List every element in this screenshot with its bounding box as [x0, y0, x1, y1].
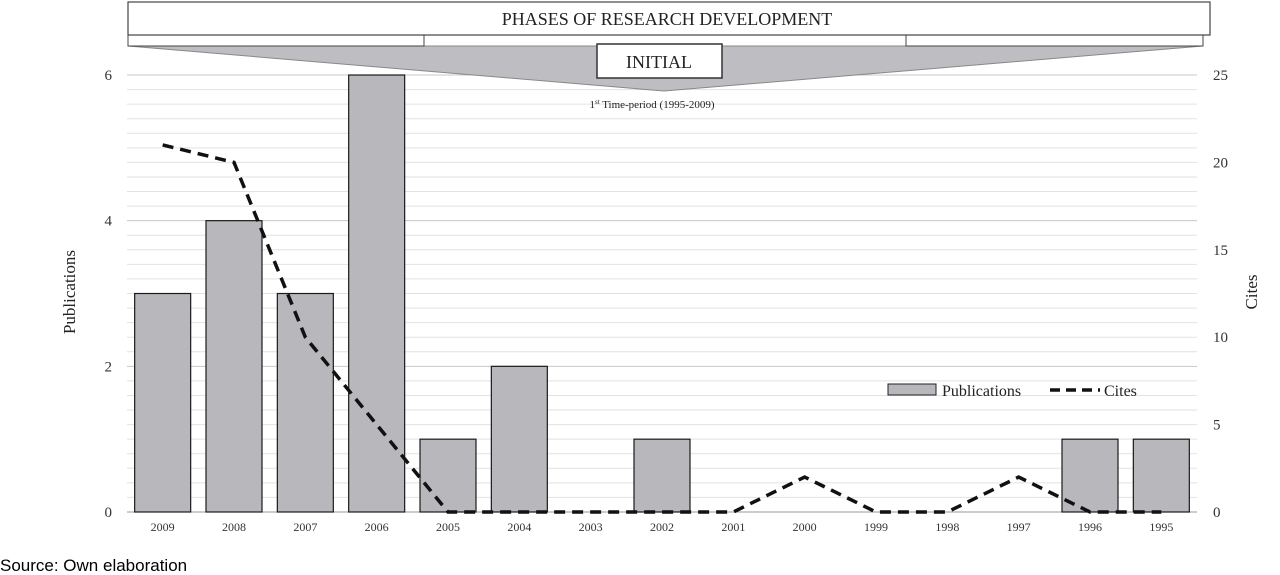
y2-tick-label: 5: [1213, 418, 1221, 434]
bar-2009: [134, 292, 192, 513]
y2-axis-title: Cites: [1242, 275, 1261, 310]
x-tick-label: 2006: [365, 520, 389, 534]
x-tick-label: 1997: [1007, 520, 1031, 534]
y2-tick-label: 15: [1213, 243, 1228, 259]
x-tick-label: 2001: [721, 520, 745, 534]
right-axis-tick-labels: 0 5 10 15 20 25: [1213, 68, 1228, 521]
x-tick-label: 2003: [579, 520, 603, 534]
x-tick-label: 2008: [222, 520, 246, 534]
bar-2008: [205, 220, 263, 513]
x-tick-label: 2000: [793, 520, 817, 534]
bar-2004: [490, 365, 548, 513]
bar-2005: [419, 438, 477, 513]
x-tick-label: 1995: [1149, 520, 1173, 534]
phase-label-box: [596, 43, 723, 79]
legend-publications-label: Publications: [942, 383, 1021, 400]
x-tick-label: 2007: [293, 520, 317, 534]
legend: Publications Cites: [887, 383, 1137, 400]
y-tick-label: 0: [105, 505, 113, 521]
x-tick-label: 2002: [650, 520, 674, 534]
phase-banner-tab-left: [127, 33, 425, 47]
phase-banner-tab-right: [905, 33, 1204, 47]
y2-tick-label: 10: [1213, 330, 1228, 346]
left-axis-tick-labels: 0 2 4 6: [105, 68, 113, 521]
y2-tick-label: 25: [1213, 68, 1228, 84]
y-axis-title: Publications: [60, 250, 79, 334]
publication-bars: [134, 74, 1190, 513]
bar-1996: [1061, 438, 1119, 513]
x-axis-tick-labels: 2009 2008 2007 2006 2005 2004 2003 2002 2001 2000…: [151, 520, 1174, 534]
time-period-label: 1st Time-period (1995-2009): [589, 98, 714, 111]
y-tick-label: 6: [105, 68, 113, 84]
x-tick-label: 2009: [151, 520, 175, 534]
bar-1995: [1132, 438, 1190, 513]
x-tick-label: 1998: [935, 520, 959, 534]
phase-label: INITIAL: [626, 52, 692, 72]
legend-cites-label: Cites: [1104, 383, 1137, 400]
source-note: Source: Own elaboration: [0, 556, 188, 575]
x-tick-label: 2004: [507, 520, 531, 534]
phase-banner-title: PHASES OF RESEARCH DEVELOPMENT: [502, 9, 833, 29]
y-tick-label: 4: [105, 214, 113, 230]
phase-banner: [127, 1, 1211, 36]
legend-publications-swatch: [887, 383, 937, 396]
bar-2002: [633, 438, 691, 513]
y-tick-label: 2: [105, 359, 113, 375]
x-tick-label: 1999: [864, 520, 888, 534]
x-tick-label: 2005: [436, 520, 460, 534]
bar-2006: [348, 74, 406, 513]
y2-tick-label: 20: [1213, 155, 1228, 171]
x-tick-label: 1996: [1078, 520, 1102, 534]
y2-tick-label: 0: [1213, 505, 1221, 521]
bar-2007: [276, 292, 334, 513]
